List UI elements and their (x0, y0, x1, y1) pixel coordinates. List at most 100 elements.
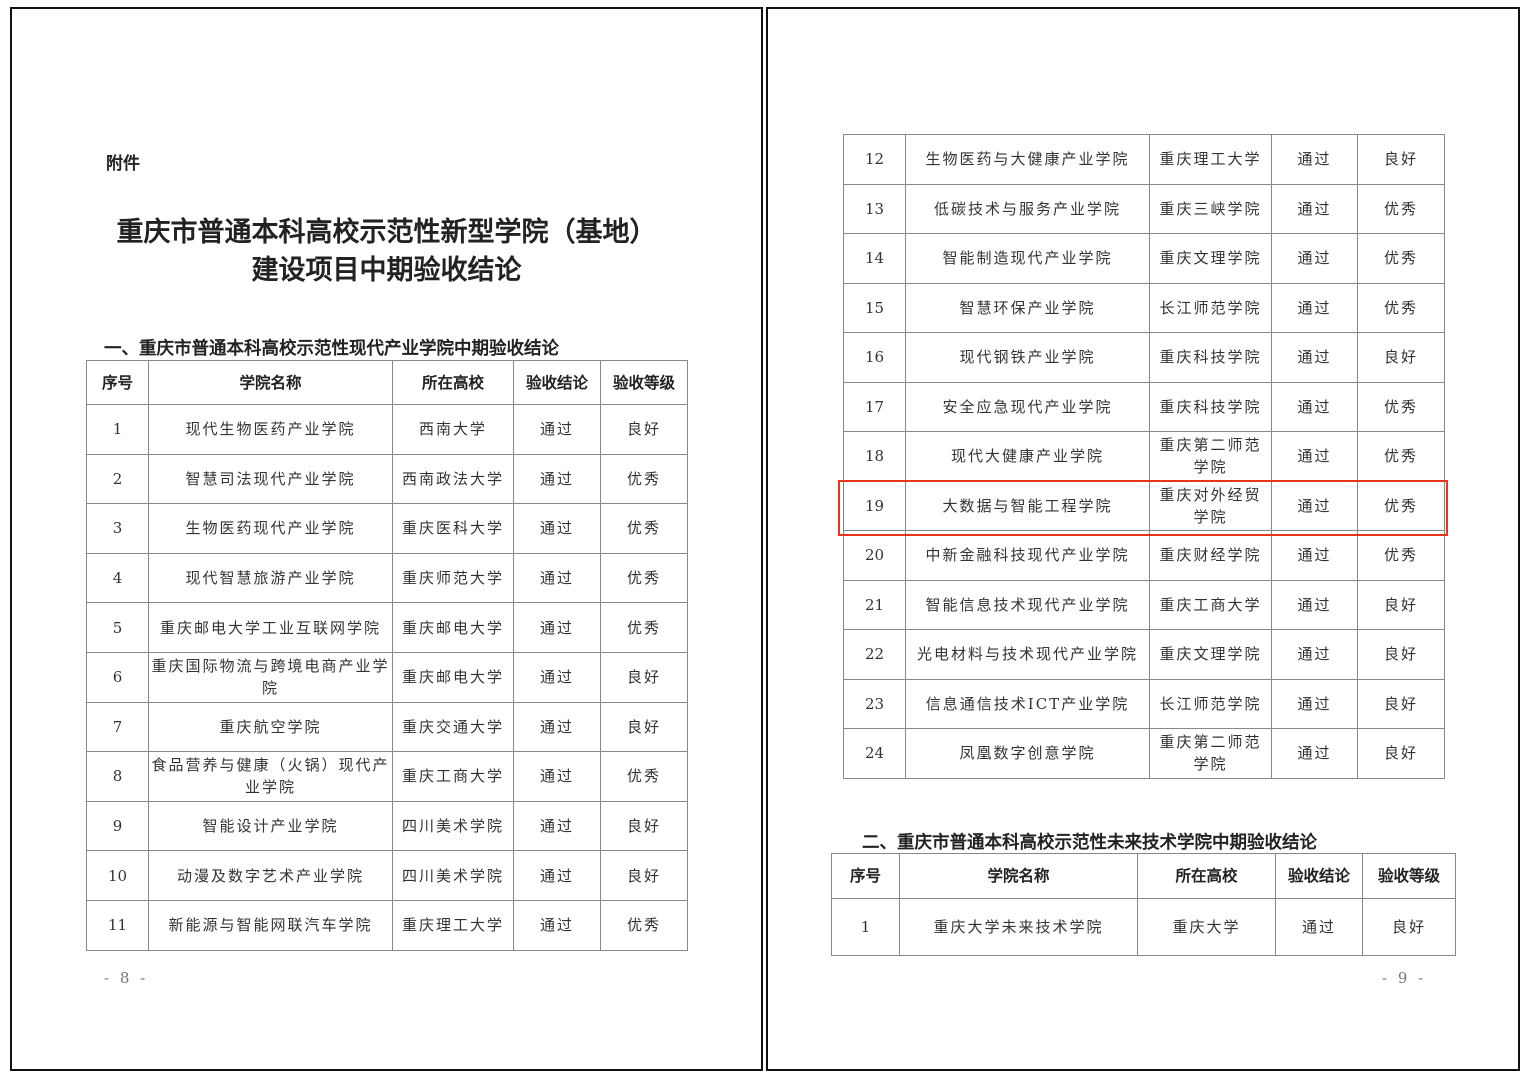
table-row: 12 生物医药与大健康产业学院 重庆理工大学 通过 良好 (843, 134, 1445, 185)
cell-university: 重庆科技学院 (1149, 381, 1272, 432)
cell-college-name: 重庆航空学院 (148, 701, 393, 753)
table-row: 20 中新金融科技现代产业学院 重庆财经学院 通过 优秀 (843, 530, 1445, 581)
table-row: 9 智能设计产业学院 四川美术学院 通过 良好 (86, 800, 688, 852)
table-row: 3 生物医药现代产业学院 重庆医科大学 通过 优秀 (86, 503, 688, 554)
cell-grade: 良好 (1357, 728, 1445, 779)
cell-university: 重庆财经学院 (1149, 530, 1272, 581)
cell-college-name: 现代钢铁产业学院 (905, 332, 1150, 383)
cell-grade: 良好 (600, 800, 688, 852)
header-index: 序号 (86, 360, 149, 405)
cell-grade: 良好 (600, 404, 688, 455)
cell-grade: 优秀 (600, 751, 688, 802)
table-row: 14 智能制造现代产业学院 重庆文理学院 通过 优秀 (843, 233, 1445, 284)
table-row: 1 现代生物医药产业学院 西南大学 通过 良好 (86, 404, 688, 455)
cell-grade: 优秀 (600, 503, 688, 554)
table-row: 5 重庆邮电大学工业互联网学院 重庆邮电大学 通过 优秀 (86, 602, 688, 653)
cell-college-name: 中新金融科技现代产业学院 (905, 530, 1150, 581)
cell-index: 15 (843, 282, 906, 333)
header-college-name: 学院名称 (148, 360, 393, 405)
cell-university: 长江师范学院 (1149, 282, 1272, 333)
cell-result: 通过 (513, 751, 601, 802)
cell-college-name: 动漫及数字艺术产业学院 (148, 850, 393, 901)
cell-college-name: 智慧司法现代产业学院 (148, 453, 393, 505)
cell-result: 通过 (1271, 134, 1358, 185)
cell-university: 重庆对外经贸学院 (1149, 480, 1272, 531)
cell-university: 重庆理工大学 (1149, 134, 1272, 185)
table-header-row: 序号 学院名称 所在高校 验收结论 验收等级 (831, 853, 1456, 899)
cell-university: 重庆工商大学 (1149, 579, 1272, 630)
cell-college-name: 信息通信技术ICT产业学院 (905, 678, 1150, 729)
cell-university: 长江师范学院 (1149, 678, 1272, 729)
cell-grade: 良好 (1357, 332, 1445, 383)
cell-college-name: 光电材料与技术现代产业学院 (905, 629, 1150, 680)
cell-index: 11 (86, 899, 149, 951)
cell-college-name: 重庆大学未来技术学院 (899, 898, 1138, 956)
header-university: 所在高校 (1137, 853, 1276, 899)
cell-index: 21 (843, 579, 906, 630)
cell-index: 9 (86, 800, 149, 852)
cell-university: 重庆第二师范学院 (1149, 431, 1272, 482)
cell-university: 重庆邮电大学 (392, 602, 514, 653)
cell-index: 19 (843, 480, 906, 531)
cell-index: 20 (843, 530, 906, 581)
header-result: 验收结论 (513, 360, 601, 405)
cell-result: 通过 (513, 404, 601, 455)
table-future-tech-colleges: 序号 学院名称 所在高校 验收结论 验收等级 1 重庆大学未来技术学院 重庆大学 通过 良好 (831, 853, 1456, 956)
cell-index: 3 (86, 503, 149, 554)
cell-index: 14 (843, 233, 906, 284)
table-row: 2 智慧司法现代产业学院 西南政法大学 通过 优秀 (86, 453, 688, 505)
cell-college-name: 大数据与智能工程学院 (905, 480, 1150, 531)
cell-university: 重庆科技学院 (1149, 332, 1272, 383)
title-line-2: 建设项目中期验收结论 (251, 255, 522, 286)
table-row: 16 现代钢铁产业学院 重庆科技学院 通过 良好 (843, 332, 1445, 383)
cell-grade: 优秀 (1357, 530, 1445, 581)
cell-university: 重庆邮电大学 (392, 651, 514, 703)
table-row: 24 凤凰数字创意学院 重庆第二师范学院 通过 良好 (843, 728, 1445, 779)
cell-result: 通过 (1271, 381, 1358, 432)
cell-college-name: 智能设计产业学院 (148, 800, 393, 852)
cell-result: 通过 (1271, 480, 1358, 531)
cell-college-name: 安全应急现代产业学院 (905, 381, 1150, 432)
cell-index: 8 (86, 751, 149, 802)
table-industry-colleges-continued: 12 生物医药与大健康产业学院 重庆理工大学 通过 良好 13 低碳技术与服务产业学院 重庆三… (843, 134, 1445, 779)
cell-university: 重庆第二师范学院 (1149, 728, 1272, 779)
cell-college-name: 现代大健康产业学院 (905, 431, 1150, 482)
cell-result: 通过 (1271, 530, 1358, 581)
cell-college-name: 现代智慧旅游产业学院 (148, 552, 393, 604)
header-grade: 验收等级 (600, 360, 688, 405)
table-row: 13 低碳技术与服务产业学院 重庆三峡学院 通过 优秀 (843, 183, 1445, 234)
cell-index: 1 (86, 404, 149, 455)
cell-university: 重庆大学 (1137, 898, 1276, 956)
cell-college-name: 新能源与智能网联汽车学院 (148, 899, 393, 951)
cell-college-name: 现代生物医药产业学院 (148, 404, 393, 455)
header-university: 所在高校 (392, 360, 514, 405)
cell-grade: 良好 (1362, 898, 1456, 956)
cell-index: 5 (86, 602, 149, 653)
cell-grade: 良好 (1357, 678, 1445, 729)
cell-university: 西南大学 (392, 404, 514, 455)
table-row: 17 安全应急现代产业学院 重庆科技学院 通过 优秀 (843, 381, 1445, 432)
cell-college-name: 凤凰数字创意学院 (905, 728, 1150, 779)
cell-index: 22 (843, 629, 906, 680)
cell-grade: 优秀 (1357, 381, 1445, 432)
cell-result: 通过 (1271, 233, 1358, 284)
cell-college-name: 重庆邮电大学工业互联网学院 (148, 602, 393, 653)
document-title: 重庆市普通本科高校示范性新型学院（基地） 建设项目中期验收结论 (12, 214, 761, 290)
table-row: 18 现代大健康产业学院 重庆第二师范学院 通过 优秀 (843, 431, 1445, 482)
header-result: 验收结论 (1275, 853, 1363, 899)
cell-university: 重庆理工大学 (392, 899, 514, 951)
cell-college-name: 智能信息技术现代产业学院 (905, 579, 1150, 630)
cell-result: 通过 (1271, 332, 1358, 383)
cell-grade: 优秀 (600, 552, 688, 604)
table-row: 23 信息通信技术ICT产业学院 长江师范学院 通过 良好 (843, 678, 1445, 729)
title-line-1: 重庆市普通本科高校示范性新型学院（基地） (116, 217, 657, 248)
cell-university: 重庆文理学院 (1149, 629, 1272, 680)
cell-university: 西南政法大学 (392, 453, 514, 505)
cell-grade: 优秀 (1357, 480, 1445, 531)
table-row: 22 光电材料与技术现代产业学院 重庆文理学院 通过 良好 (843, 629, 1445, 680)
cell-grade: 良好 (600, 651, 688, 703)
cell-grade: 优秀 (1357, 282, 1445, 333)
cell-index: 1 (831, 898, 900, 956)
cell-result: 通过 (1275, 898, 1363, 956)
cell-result: 通过 (1271, 678, 1358, 729)
